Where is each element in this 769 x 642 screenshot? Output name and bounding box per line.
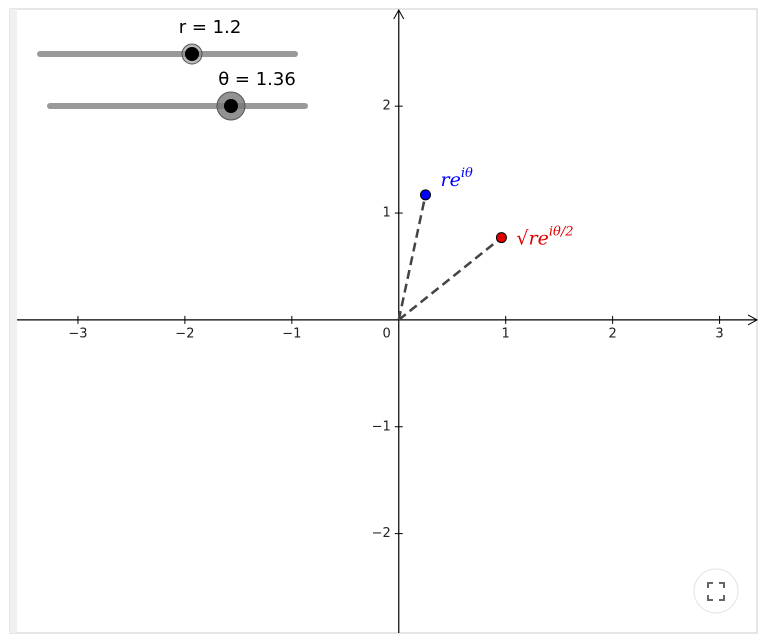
ray-segment	[397, 194, 427, 321]
y-arrow	[393, 8, 405, 20]
fullscreen-button[interactable]	[693, 568, 739, 614]
point-label: reiθ	[440, 165, 472, 191]
y-tick-label: 1	[382, 206, 390, 221]
y-tick-label: 2	[382, 99, 390, 114]
slider-label: θ = 1.36	[218, 69, 296, 90]
label-sup: iθ	[461, 165, 473, 180]
point-label: √reiθ/2	[516, 224, 573, 250]
slider-r[interactable]: r = 1.2	[37, 17, 298, 65]
x-tick-label: −1	[282, 326, 301, 341]
label-sup: iθ/2	[549, 224, 574, 239]
slider-knob[interactable]	[224, 99, 238, 113]
x-tick-label: 2	[608, 326, 616, 341]
y-tick-label: −2	[372, 526, 391, 541]
button-bg[interactable]	[693, 568, 739, 614]
label-base: re	[440, 169, 460, 191]
y-tick-label: −1	[372, 419, 391, 434]
x-tick-label: −2	[175, 326, 194, 341]
x-tick-label: −3	[68, 326, 87, 341]
label-base: √re	[516, 228, 548, 250]
point	[419, 189, 431, 201]
origin-label: 0	[382, 326, 390, 341]
x-tick-label: 3	[715, 326, 723, 341]
fullscreen-icon	[707, 582, 725, 601]
graphics-view: −3 −2 −1 1 2 3 −2 −1 1 2 0 reiθ √reiθ/2	[17, 8, 759, 633]
slider-knob[interactable]	[185, 47, 199, 61]
side-strip	[10, 9, 17, 633]
point	[495, 232, 507, 244]
slider-theta[interactable]: θ = 1.36	[47, 69, 308, 121]
x-tick-label: 1	[502, 326, 510, 341]
x-arrow	[747, 314, 759, 326]
ray-segment	[397, 236, 503, 321]
slider-label: r = 1.2	[179, 17, 242, 38]
